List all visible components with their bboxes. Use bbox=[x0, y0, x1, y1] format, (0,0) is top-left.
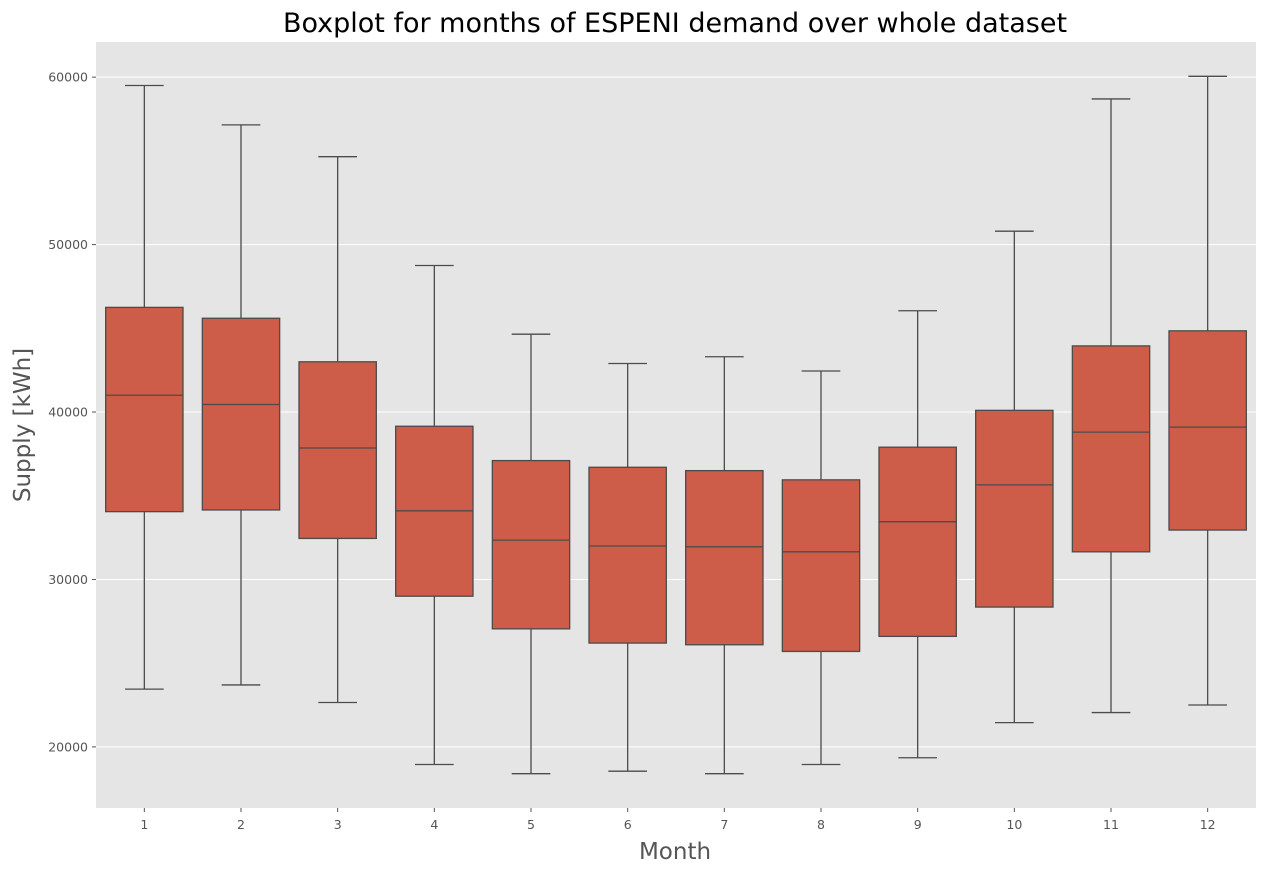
x-tick-label: 1 bbox=[140, 817, 148, 832]
box-iqr bbox=[1168, 330, 1247, 531]
box-month-7 bbox=[685, 356, 764, 775]
x-axis-ticks: 1 2 3 4 5 6 7 8 9 10 11 12 bbox=[140, 808, 1216, 832]
box-month-3 bbox=[298, 156, 377, 704]
y-tick-label: 50000 bbox=[48, 237, 88, 252]
box-month-10 bbox=[975, 230, 1054, 724]
grid-lines bbox=[96, 76, 1256, 748]
box-month-9 bbox=[878, 310, 957, 759]
box-iqr bbox=[1071, 345, 1151, 553]
y-tick-label: 20000 bbox=[48, 739, 88, 754]
box-month-4 bbox=[395, 264, 474, 766]
box-iqr bbox=[105, 306, 184, 513]
box-month-6 bbox=[588, 362, 667, 772]
box-month-8 bbox=[781, 370, 861, 766]
x-tick-label: 5 bbox=[527, 817, 535, 832]
box-iqr bbox=[588, 466, 667, 644]
y-tick-label: 30000 bbox=[48, 572, 88, 587]
x-tick-label: 4 bbox=[430, 817, 438, 832]
box-iqr bbox=[201, 317, 281, 511]
box-iqr bbox=[685, 469, 764, 646]
box-series bbox=[105, 75, 1247, 775]
y-tick-label: 40000 bbox=[48, 405, 88, 420]
chart-title: Boxplot for months of ESPENI demand over… bbox=[283, 8, 1067, 39]
plot-area bbox=[96, 42, 1256, 808]
x-tick-label: 6 bbox=[624, 817, 632, 832]
box-month-2 bbox=[201, 124, 281, 686]
x-tick-label: 10 bbox=[1006, 817, 1022, 832]
x-tick-label: 12 bbox=[1200, 817, 1216, 832]
y-axis-label: Supply [kWh] bbox=[10, 348, 36, 502]
box-iqr bbox=[298, 361, 377, 540]
box-month-12 bbox=[1168, 75, 1247, 706]
box-month-11 bbox=[1071, 98, 1151, 714]
y-tick-label: 60000 bbox=[48, 70, 88, 85]
x-tick-label: 8 bbox=[817, 817, 825, 832]
box-iqr bbox=[491, 459, 571, 630]
y-axis-ticks: 20000 30000 40000 50000 60000 bbox=[48, 70, 96, 754]
box-iqr bbox=[975, 409, 1054, 608]
box-iqr bbox=[878, 446, 957, 638]
box-month-1 bbox=[105, 84, 184, 690]
x-axis-label: Month bbox=[639, 839, 711, 865]
x-tick-label: 11 bbox=[1103, 817, 1119, 832]
box-month-5 bbox=[491, 333, 571, 775]
x-tick-label: 7 bbox=[720, 817, 728, 832]
box-iqr bbox=[781, 479, 861, 653]
x-tick-label: 3 bbox=[334, 817, 342, 832]
x-tick-label: 2 bbox=[237, 817, 245, 832]
x-tick-label: 9 bbox=[914, 817, 922, 832]
